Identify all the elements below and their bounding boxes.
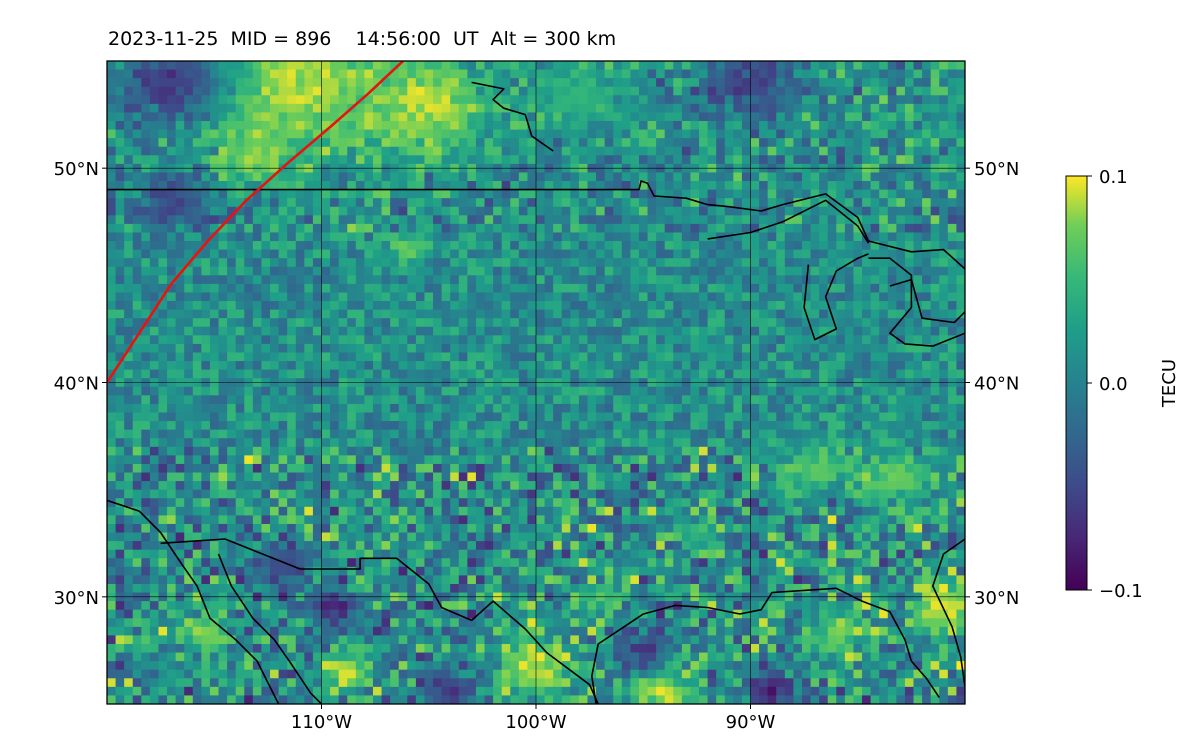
tec-heatmap — [107, 61, 965, 704]
coastline — [931, 538, 965, 688]
coastline — [889, 278, 965, 324]
coastline — [471, 81, 554, 152]
lat-tick-label-right: 30°N — [974, 588, 1019, 609]
track-polyline — [107, 61, 404, 384]
lon-tick-label: 110°W — [291, 712, 352, 733]
colorbar-tick-label: −0.1 — [1099, 581, 1143, 602]
coastline — [590, 587, 940, 704]
grid-lines — [107, 61, 965, 704]
coastlines — [107, 81, 965, 704]
axis-ticks — [102, 167, 970, 709]
colorbar-tick-label: 0.1 — [1099, 167, 1128, 188]
lat-tick-label-left: 40°N — [54, 374, 99, 395]
coastline — [964, 108, 965, 112]
coastline — [107, 499, 280, 704]
lat-tick-label-right: 40°N — [974, 374, 1019, 395]
coastline — [868, 257, 965, 347]
lon-tick-label: 100°W — [505, 712, 566, 733]
colorbar-ticks: 0.1 0.0 −0.1 — [1087, 167, 1143, 602]
axis-tick-labels: 110°W 100°W 90°W 50°N 50°N 40°N 40°N 30°N 30°N — [54, 159, 1020, 733]
colorbar-gradient — [1066, 176, 1087, 590]
lat-tick-label-left: 50°N — [54, 159, 99, 180]
track-line — [107, 61, 404, 384]
coastline — [707, 199, 870, 244]
lon-tick-label: 90°W — [726, 712, 776, 733]
lat-tick-label-left: 30°N — [54, 588, 99, 609]
lat-tick-label-right: 50°N — [974, 159, 1019, 180]
coastline — [107, 180, 965, 270]
coastline — [217, 553, 323, 704]
plot-title: 2023-11-25 MID = 896 14:56:00 UT Alt = 3… — [108, 28, 617, 50]
colorbar-label: TECU — [1159, 359, 1180, 408]
colorbar-tick-label: 0.0 — [1099, 374, 1128, 395]
coastline — [803, 253, 869, 341]
colorbar: 0.1 0.0 −0.1 TECU — [1065, 167, 1180, 602]
coastline — [160, 538, 599, 704]
